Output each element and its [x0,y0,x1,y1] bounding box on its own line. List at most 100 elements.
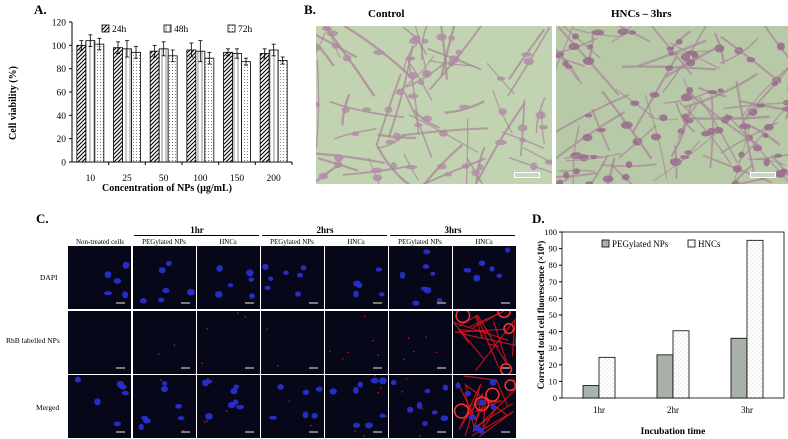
cell-body [370,167,383,174]
nucleus [370,377,379,384]
scale-bar [309,431,318,433]
cell-process [741,66,788,118]
cell-body [373,49,385,56]
nucleus [175,403,183,409]
bar-24h [223,51,233,163]
cell-body [562,60,569,67]
col-header-pegylated: PEGylated NPs [270,238,314,246]
red-dot [385,415,387,418]
cell-body [707,127,715,136]
nucleus [268,276,274,282]
nucleus [424,388,431,394]
nucleus [141,415,149,421]
red-signal [460,333,516,347]
cell-body [739,123,752,130]
cell-body [334,153,344,162]
scale-bar [501,367,510,369]
y-tick-label: 40 [57,112,67,122]
red-dot [182,429,185,432]
scale-bar [373,367,382,369]
nucleus [161,385,168,393]
nucleus [431,410,438,415]
nucleus [390,379,397,386]
cell-body [471,169,480,177]
fluorescence-cell [389,311,452,374]
cell-body [556,179,564,184]
legend-label: PEGylated NPs [612,239,669,249]
bar-72h [167,55,178,163]
cell-body [775,170,786,178]
chart-a-ylabel: Cell viability (%) [8,66,19,140]
nucleus [119,384,127,390]
time-header-2hrs: 2hrs [316,225,334,235]
bar-48h [85,40,96,163]
fluorescence-cell [453,246,516,309]
bar-HNCs [672,330,690,399]
nucleus [489,266,495,272]
bar-HNCs [746,239,764,399]
nucleus [378,377,387,385]
red-dot [372,339,374,342]
nucleus [352,386,359,394]
nucleus [113,278,121,284]
x-tick-label: 10 [86,174,96,184]
fluorescence-chart: Corrected total cell fluorescence (×10⁶)… [536,227,785,437]
y-tick-label: 80 [57,65,67,75]
red-dot [363,315,366,318]
nucleus [489,378,497,386]
nucleus [162,287,170,293]
red-cell [455,311,471,324]
divider [262,235,387,236]
red-dot [435,351,438,354]
nucleus [205,379,213,384]
chart-d-xlabel: Incubation time [641,427,706,437]
cell-body [738,151,745,159]
nucleus [165,260,172,266]
cell-body [372,174,383,182]
red-dot [206,328,209,330]
nucleus [236,404,245,410]
nucleus [113,421,121,427]
panel-a-label: A. [34,2,47,17]
cell-body [649,92,660,98]
cell-body [762,133,769,139]
red-dot [206,420,208,422]
nucleus [122,261,130,269]
nucleus [262,263,269,270]
cell-body [776,42,785,51]
nucleus [264,285,271,291]
red-cell [504,379,516,392]
fluorescence-cell [453,375,516,438]
cell-body [538,125,548,130]
cell-body [685,58,696,67]
cell-body [396,88,406,96]
cell-body [675,39,683,45]
bar-48h [232,53,242,163]
nucleus [399,271,406,279]
legend-label-48h: 48h [174,25,189,35]
nucleus [248,277,255,282]
nucleus [302,389,310,395]
cell-body [731,180,740,184]
cell-body [444,172,452,177]
panel-c-label: C. [36,211,49,226]
fluorescence-cell [325,246,388,309]
y-tick-label: 100 [544,227,557,237]
cell-body [530,162,538,171]
cell-body [412,34,421,42]
scale-bar [245,302,254,304]
legend-label-72h: 72h [238,25,253,35]
y-tick-label: 90 [549,244,558,254]
nucleus [122,291,129,299]
scale-bar [181,431,190,433]
red-dot [363,435,365,437]
nucleus [442,384,449,391]
cell-body [341,106,350,114]
row-label-dapi: DAPI [40,273,58,282]
cell-body [498,108,507,116]
red-dot [412,350,415,353]
cell-body [602,175,614,183]
y-tick-label: 30 [549,343,558,353]
red-dot [236,312,239,314]
row-label-merged: Merged [36,403,60,412]
